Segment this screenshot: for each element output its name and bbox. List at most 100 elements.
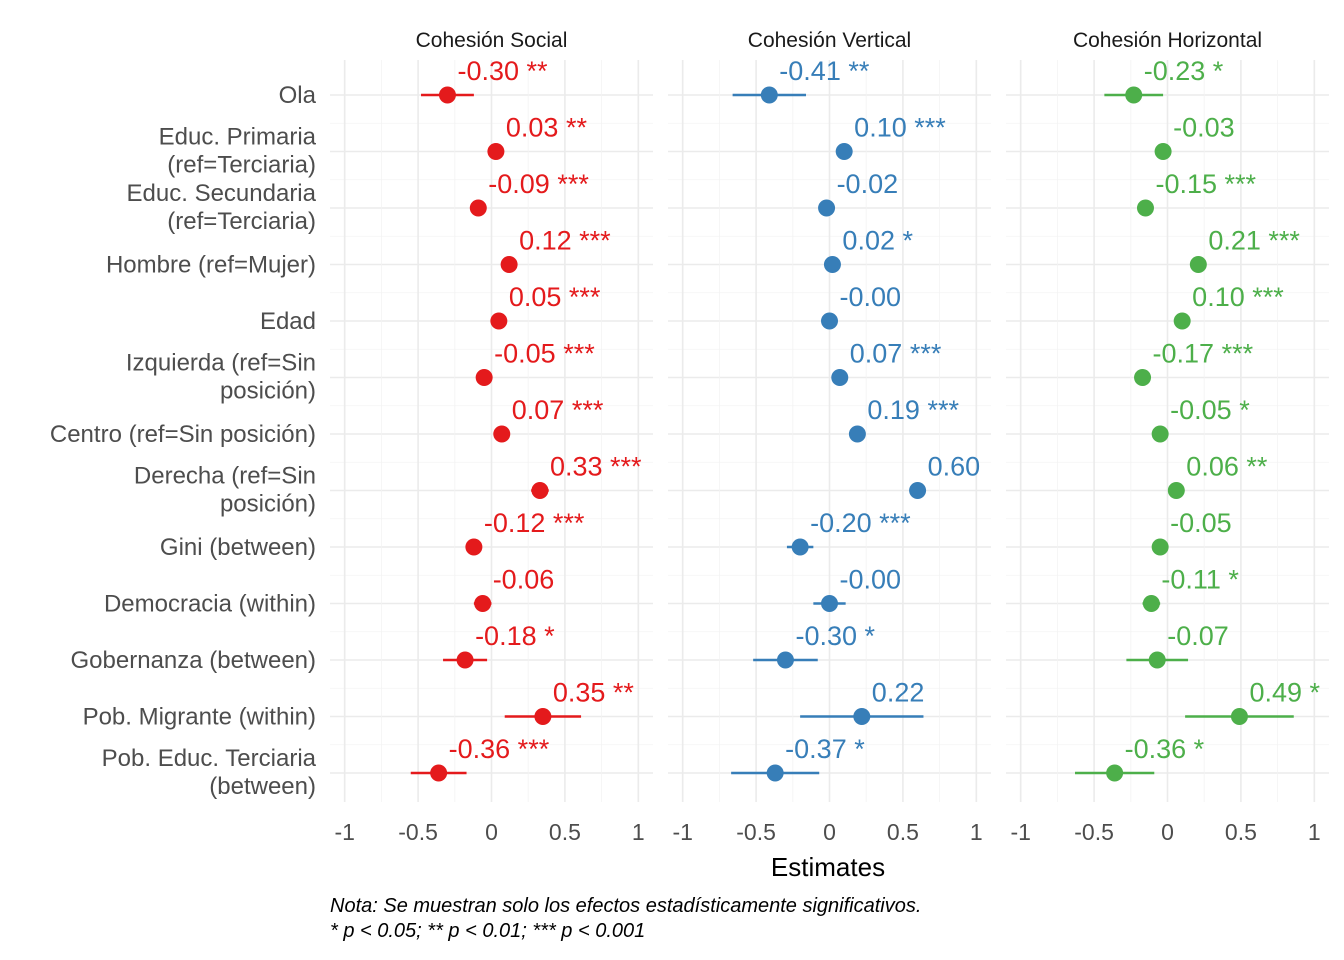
estimate-point	[469, 199, 487, 217]
estimate-point	[438, 86, 456, 104]
x-tick-label: 0	[823, 819, 836, 845]
estimate-label: -0.06	[493, 565, 555, 595]
estimate-label: -0.00	[840, 565, 902, 595]
estimate-label: -0.30 *	[795, 621, 875, 651]
estimate-label: -0.17 ***	[1153, 339, 1254, 369]
facet-title: Cohesión Social	[416, 29, 568, 52]
estimate-label: 0.03 **	[506, 113, 588, 143]
estimate-label: 0.05 ***	[509, 282, 601, 312]
estimate-label: 0.49 *	[1249, 678, 1320, 708]
estimate-label: 0.19 ***	[867, 395, 959, 425]
estimate-label: 0.06 **	[1186, 452, 1268, 482]
footnote-line-2: * p < 0.05; ** p < 0.01; *** p < 0.001	[330, 920, 646, 942]
estimate-point	[1136, 199, 1154, 217]
row-label: Derecha (ref=Sin	[134, 463, 316, 490]
estimate-point	[791, 538, 809, 556]
row-label: Pob. Migrante (within)	[83, 704, 316, 731]
estimate-label: -0.18 *	[475, 621, 555, 651]
row-label: Izquierda (ref=Sin	[126, 350, 316, 377]
estimate-point	[848, 425, 866, 443]
row-label: Educ. Secundaria	[127, 180, 317, 207]
estimate-point	[853, 708, 871, 725]
row-label: Pob. Educ. Terciaria	[102, 745, 317, 772]
estimate-point	[475, 369, 493, 386]
estimate-label: -0.03	[1173, 113, 1235, 143]
x-tick-label: -0.5	[736, 819, 776, 845]
x-axis-title: Estimates	[771, 852, 885, 882]
row-label: Gobernanza (between)	[71, 647, 316, 674]
estimate-point	[823, 256, 841, 273]
estimate-point	[818, 199, 836, 217]
estimate-label: -0.02	[837, 169, 899, 199]
estimate-point	[760, 86, 778, 104]
estimate-point	[1125, 86, 1143, 104]
estimate-point	[500, 256, 518, 273]
x-tick-label: 1	[632, 819, 645, 845]
estimate-point	[474, 595, 492, 612]
row-label: Educ. Primaria	[159, 124, 317, 151]
row-label: Democracia (within)	[104, 591, 316, 618]
footnote-line-1: Nota: Se muestran solo los efectos estad…	[330, 895, 922, 917]
estimate-label: 0.07 ***	[850, 339, 942, 369]
estimate-label: -0.00	[840, 282, 902, 312]
estimate-label: -0.23 *	[1144, 56, 1224, 86]
estimate-point	[1154, 143, 1172, 160]
estimate-label: -0.05 *	[1170, 395, 1250, 425]
estimate-point	[1106, 764, 1124, 782]
facet-title: Cohesión Horizontal	[1073, 29, 1262, 52]
estimate-point	[831, 369, 849, 386]
row-label: Centro (ref=Sin posición)	[50, 421, 316, 448]
estimate-point	[1173, 312, 1191, 330]
footnote: Nota: Se muestran solo los efectos estad…	[330, 894, 921, 944]
estimate-label: -0.15 ***	[1155, 169, 1256, 199]
x-tick-label: 0.5	[1225, 819, 1257, 845]
x-tick-label: -1	[1010, 819, 1030, 845]
x-tick-label: 1	[970, 819, 983, 845]
estimate-label: -0.30 **	[457, 56, 548, 86]
x-tick-label: -1	[334, 819, 354, 845]
estimate-point	[766, 764, 784, 782]
estimate-label: -0.09 ***	[488, 169, 589, 199]
row-label: posición)	[220, 378, 316, 405]
row-label: (ref=Terciaria)	[167, 152, 316, 179]
estimate-label: -0.37 *	[785, 734, 865, 764]
estimate-point	[490, 312, 508, 330]
estimate-label: 0.10 ***	[854, 113, 946, 143]
estimate-point	[1189, 256, 1207, 273]
x-tick-label: -0.5	[1074, 819, 1114, 845]
row-label: Edad	[260, 308, 316, 335]
estimate-label: -0.05 ***	[494, 339, 595, 369]
row-label: (between)	[209, 773, 316, 800]
x-tick-label: 0.5	[887, 819, 919, 845]
row-label: Ola	[279, 82, 317, 109]
estimate-label: -0.41 **	[779, 56, 870, 86]
estimate-label: 0.21 ***	[1208, 226, 1300, 256]
x-tick-label: -1	[672, 819, 692, 845]
estimate-label: -0.05	[1170, 508, 1232, 538]
facet-title: Cohesión Vertical	[748, 29, 911, 52]
row-label: Gini (between)	[160, 534, 316, 561]
estimate-label: 0.02 *	[842, 226, 913, 256]
estimate-point	[1134, 369, 1152, 386]
estimate-label: 0.22	[872, 678, 925, 708]
estimate-point	[493, 425, 511, 443]
estimate-label: -0.07	[1167, 621, 1229, 651]
row-label: Hombre (ref=Mujer)	[106, 252, 316, 279]
estimate-point	[1148, 651, 1166, 669]
estimate-point	[776, 651, 794, 669]
estimate-point	[430, 764, 448, 782]
estimate-label: -0.20 ***	[810, 508, 911, 538]
estimate-point	[1230, 708, 1248, 725]
estimate-label: 0.07 ***	[512, 395, 604, 425]
estimate-point	[821, 595, 838, 612]
x-tick-label: 0	[485, 819, 498, 845]
estimate-label: -0.36 *	[1125, 734, 1205, 764]
x-tick-label: 0.5	[549, 819, 581, 845]
estimate-point	[534, 708, 552, 725]
estimate-point	[531, 482, 549, 499]
estimate-label: 0.35 **	[553, 678, 635, 708]
estimate-point	[1151, 425, 1169, 443]
row-label: (ref=Terciaria)	[167, 208, 316, 235]
estimate-point	[1142, 595, 1160, 612]
